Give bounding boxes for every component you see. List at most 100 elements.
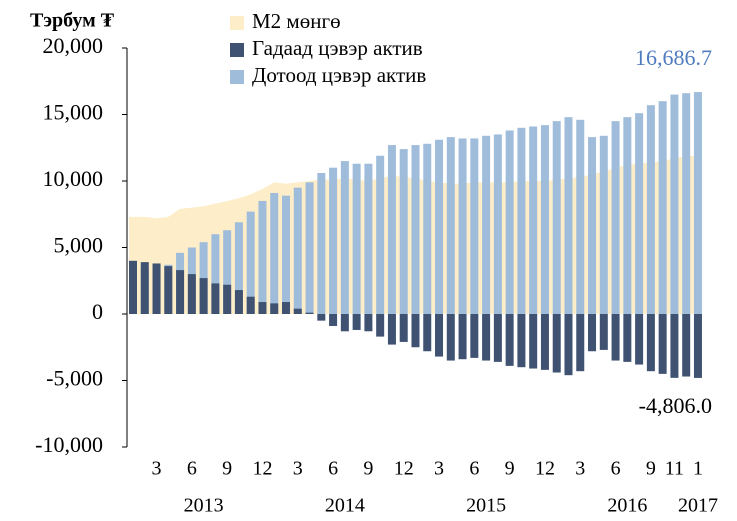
bar (293, 187, 302, 314)
bar (364, 314, 373, 332)
bar (399, 314, 408, 342)
y-tick-label: -10,000 (35, 432, 103, 457)
bar (611, 121, 620, 315)
x-tick-label: 9 (222, 458, 232, 480)
bar (423, 143, 432, 314)
bar (340, 314, 349, 332)
bar (505, 130, 514, 314)
bar (187, 274, 196, 314)
bar (635, 314, 644, 365)
x-tick-label: 9 (646, 458, 656, 480)
bar (552, 121, 561, 315)
bar (658, 314, 667, 374)
x-tick-label: 6 (611, 458, 621, 480)
bar (611, 314, 620, 361)
bar (234, 222, 243, 314)
y-tick-label: -5,000 (46, 366, 103, 391)
x-tick-label: 3 (152, 458, 162, 480)
year-label: 2016 (607, 495, 647, 517)
legend-swatch (230, 16, 244, 30)
bar (517, 314, 526, 368)
bar (423, 314, 432, 352)
bar (329, 314, 338, 326)
bar (623, 117, 632, 314)
bar (635, 113, 644, 314)
bar (258, 302, 267, 314)
year-label: 2013 (184, 495, 224, 517)
bar (540, 125, 549, 314)
bar (340, 161, 349, 314)
bar (470, 138, 479, 314)
legend-label: М2 мөнгө (252, 9, 341, 33)
x-tick-label: 6 (187, 458, 197, 480)
bar (435, 314, 444, 357)
bar (352, 314, 361, 330)
legend-swatch (230, 70, 244, 84)
x-tick-label: 12 (535, 458, 555, 480)
bar (576, 119, 585, 314)
bar (282, 302, 291, 314)
bar (352, 163, 361, 314)
bar (211, 234, 220, 314)
bar (234, 290, 243, 314)
bar (376, 314, 385, 337)
x-tick-label: 6 (328, 458, 338, 480)
bar (670, 314, 679, 378)
year-label: 2015 (466, 495, 506, 517)
bar (588, 137, 597, 314)
bar (588, 314, 597, 352)
bar (435, 139, 444, 314)
bar (517, 127, 526, 314)
x-tick-label: 3 (434, 458, 444, 480)
bar (623, 314, 632, 362)
x-tick-label: 11 (665, 458, 684, 480)
bar (658, 101, 667, 314)
bar (493, 134, 502, 314)
bar (176, 270, 185, 314)
bar (576, 314, 585, 372)
value-label: 16,686.7 (635, 45, 712, 70)
bar (599, 314, 608, 350)
bar (129, 260, 137, 314)
x-tick-label: 9 (505, 458, 515, 480)
bar (646, 105, 655, 314)
bar (693, 92, 702, 314)
bar (387, 145, 396, 314)
x-tick-label: 3 (575, 458, 585, 480)
bar (364, 163, 373, 314)
x-tick-label: 9 (363, 458, 373, 480)
bar (505, 314, 514, 366)
bar (446, 314, 455, 361)
bar (458, 314, 467, 360)
chart-title: Тэрбум ₮ (30, 10, 115, 32)
y-tick-label: 15,000 (43, 100, 104, 125)
y-tick-label: 0 (92, 299, 103, 324)
bar (329, 167, 338, 314)
year-label: 2014 (325, 495, 365, 517)
bar (199, 278, 208, 314)
bar (540, 314, 549, 370)
value-label: -4,806.0 (639, 393, 712, 418)
y-tick-label: 20,000 (43, 33, 104, 58)
bar (282, 195, 291, 314)
bar (670, 94, 679, 314)
bar (552, 314, 561, 373)
bar (223, 230, 232, 314)
bar (305, 312, 314, 314)
bar (164, 266, 173, 314)
legend-label: Дотоод цэвэр актив (252, 63, 426, 87)
bar (246, 211, 255, 314)
x-tick-label: 12 (252, 458, 272, 480)
bar (564, 314, 573, 376)
bar (599, 135, 608, 314)
bar (305, 182, 314, 314)
bar (529, 314, 538, 369)
bar (270, 303, 279, 314)
y-tick-label: 5,000 (54, 233, 104, 258)
legend-swatch (230, 43, 244, 57)
bar (493, 314, 502, 362)
x-tick-label: 6 (469, 458, 479, 480)
bar (446, 137, 455, 314)
bar (246, 296, 255, 314)
bar (140, 262, 149, 314)
